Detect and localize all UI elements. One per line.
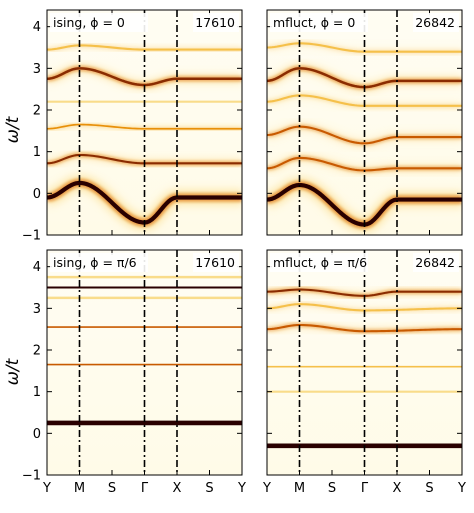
x-tick-label: M (74, 481, 85, 496)
x-tick-label: Y (237, 481, 246, 496)
x-tick-label: Y (262, 481, 271, 496)
panel-label: ising, ϕ = 0 (53, 15, 125, 30)
y-tick-label: 1 (33, 385, 41, 400)
y-tick-label: −1 (22, 229, 41, 244)
panel-count-box (413, 253, 459, 272)
y-tick-label: −1 (22, 469, 41, 484)
y-tick-label: 2 (33, 104, 41, 119)
panel-label: mfluct, ϕ = 0 (273, 15, 355, 30)
panel-label-box (50, 13, 148, 32)
y-tick-label: 2 (33, 344, 41, 359)
x-tick-label: S (425, 481, 433, 496)
y-tick-label: 4 (33, 20, 41, 35)
x-tick-label: Y (457, 481, 466, 496)
x-tick-label: M (294, 481, 305, 496)
y-tick-label: 0 (33, 187, 41, 202)
x-tick-label: Γ (141, 481, 149, 496)
panel-1: mfluct, ϕ = 0 26842 (266, 9, 463, 236)
x-tick-label: Y (42, 481, 51, 496)
panel-count: 17610 (195, 255, 235, 270)
panel-count-box (413, 13, 459, 32)
x-tick-label: X (173, 481, 182, 496)
y-axis-title-top: ω/t (3, 115, 23, 143)
panel-label-box (270, 253, 368, 272)
x-tick-label: S (108, 481, 116, 496)
panel-count: 17610 (195, 15, 235, 30)
y-tick-label: 3 (33, 62, 41, 77)
y-tick-label: 3 (33, 302, 41, 317)
panel-count: 26842 (415, 15, 455, 30)
y-tick-label: 0 (33, 427, 41, 442)
x-tick-label: S (205, 481, 213, 496)
panel-count-box (193, 13, 239, 32)
panel-label-box (270, 13, 368, 32)
y-tick-label: 4 (33, 260, 41, 275)
x-tick-label: S (328, 481, 336, 496)
panel-label: ising, ϕ = π/6 (53, 255, 137, 270)
y-axis-title-bottom: ω/t (3, 357, 23, 385)
x-tick-label: Γ (361, 481, 369, 496)
panel-count-box (193, 253, 239, 272)
panel-label: mfluct, ϕ = π/6 (273, 255, 367, 270)
panel-label-box (50, 253, 148, 272)
panels-layer: −1 0 1 2 3 4 ising, ϕ = 0 17610 mfluct, ϕ = 0 268… (22, 9, 466, 496)
panel-count: 26842 (415, 255, 455, 270)
panel-0: −1 0 1 2 3 4 ising, ϕ = 0 17610 (22, 9, 243, 244)
x-tick-label: X (393, 481, 402, 496)
band-line (47, 123, 242, 130)
y-tick-label: 1 (33, 145, 41, 160)
